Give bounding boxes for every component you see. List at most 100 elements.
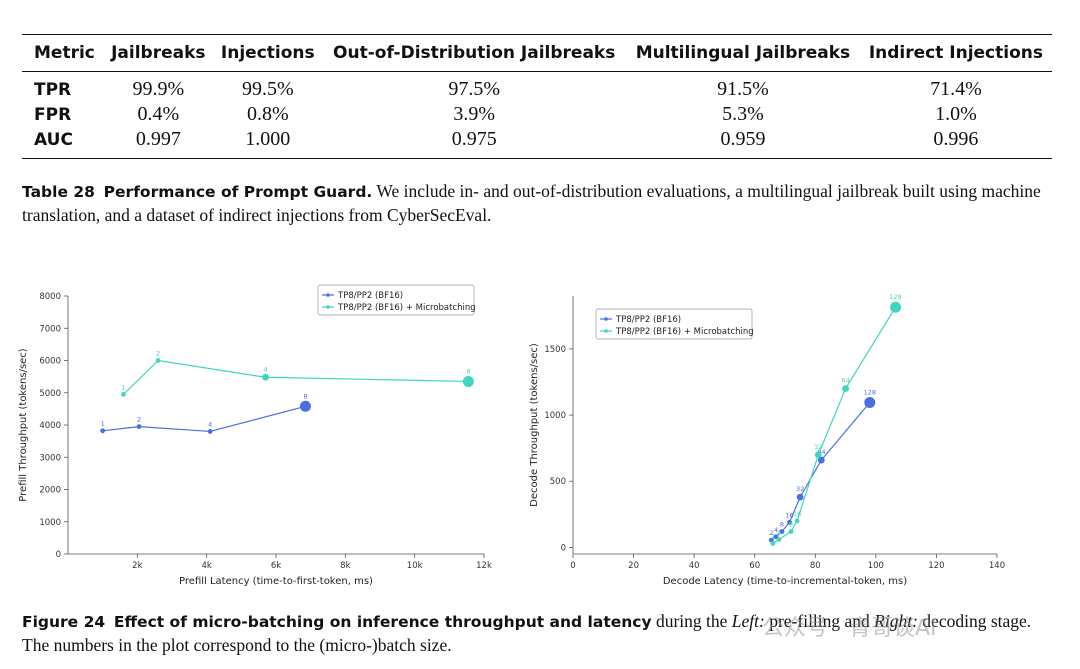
data-label: 2 xyxy=(137,416,141,424)
data-point xyxy=(842,385,849,393)
y-tick-label: 500 xyxy=(550,477,566,487)
legend-entry: TP8/PP2 (BF16) + Microbatching xyxy=(337,303,476,313)
data-point xyxy=(787,519,792,525)
data-point xyxy=(299,400,311,412)
data-label: 2 xyxy=(769,529,773,537)
figure-caption-text2: pre-filling and xyxy=(769,611,870,631)
data-point xyxy=(155,358,161,363)
data-label: 16 xyxy=(793,510,801,518)
data-point xyxy=(890,301,902,313)
legend-marker xyxy=(326,305,330,309)
data-label: 32 xyxy=(796,485,804,493)
y-tick-label: 2000 xyxy=(39,486,61,496)
table-cell: 0.8% xyxy=(246,103,289,125)
table-cell: 1.000 xyxy=(245,128,291,150)
data-point xyxy=(121,391,126,397)
data-point xyxy=(788,529,794,534)
x-tick-label: 4k xyxy=(201,561,211,571)
y-tick-label: 4000 xyxy=(39,421,61,431)
x-tick-label: 60 xyxy=(749,561,760,571)
data-point xyxy=(136,424,142,430)
prefill-chart: 2k 4k 6k 8k 10k 12k 0 1000 2000 3000 4000 5000 6000 7… xyxy=(18,284,492,587)
data-label: 8 xyxy=(466,367,470,375)
table-cell: 0.975 xyxy=(451,128,497,150)
figure-caption-label: Figure 24 xyxy=(22,613,106,631)
y-tick-label: 0 xyxy=(561,543,566,553)
data-point xyxy=(817,456,825,464)
table-header-row: Metric Jailbreaks Injections Out-of-Dist… xyxy=(22,34,1052,72)
table-cell: 0.959 xyxy=(720,128,766,150)
header-multilingual-jailbreaks: Multilingual Jailbreaks xyxy=(635,43,851,63)
data-label: 4 xyxy=(264,365,268,373)
series-line xyxy=(772,306,897,544)
figure-caption-left: Left: xyxy=(731,611,765,631)
data-label: 2 xyxy=(156,350,160,358)
data-label: 64 xyxy=(841,377,849,385)
data-label: 32 xyxy=(814,443,822,451)
series-line xyxy=(123,359,469,395)
y-tick-label: 1500 xyxy=(544,345,566,355)
table-row: TPR 99.9% 99.5% 97.5% 91.5% 71.4% xyxy=(22,72,1052,103)
table-cell: 0.4% xyxy=(137,103,180,125)
y-tick-label: 5000 xyxy=(39,389,61,399)
y-axis-label: Prefill Throughput (tokens/sec) xyxy=(18,348,29,502)
y-tick-label: 6000 xyxy=(39,357,61,367)
x-tick-label: 10k xyxy=(407,561,423,571)
legend-box xyxy=(595,308,753,340)
data-point xyxy=(100,428,106,434)
table-cell: 99.5% xyxy=(241,78,294,100)
data-point xyxy=(796,493,804,501)
x-tick-label: 140 xyxy=(989,561,1005,571)
x-tick-label: 40 xyxy=(689,561,700,571)
row-label: FPR xyxy=(34,104,72,125)
table-caption-title: Performance of Prompt Guard. xyxy=(103,183,373,201)
table-cell: 91.5% xyxy=(717,78,769,100)
table-caption-text: We include in- and out-of-distribution e… xyxy=(22,181,1041,225)
data-point xyxy=(779,529,785,534)
data-point xyxy=(814,451,822,459)
legend-entry: TP8/PP2 (BF16) xyxy=(615,315,681,325)
data-point xyxy=(462,375,474,387)
data-point xyxy=(207,429,213,434)
table-cell: 0.996 xyxy=(933,128,979,150)
figure-caption-right: Right: xyxy=(874,611,918,631)
table-cell: 1.0% xyxy=(935,103,977,125)
data-point xyxy=(776,537,782,542)
x-tick-label: 100 xyxy=(868,561,884,571)
decode-chart: 0 20 40 60 80 100 120 140 0 500 1000 1500 Decode Lat… xyxy=(529,293,1005,587)
table-cell: 3.9% xyxy=(453,103,496,125)
data-label: 128 xyxy=(889,293,901,301)
x-tick-label: 120 xyxy=(928,561,944,571)
table-caption: Table 28 Performance of Prompt Guard. We… xyxy=(22,180,1062,227)
x-axis-label: Decode Latency (time-to-incremental-toke… xyxy=(663,576,907,587)
x-tick-label: 8k xyxy=(340,561,350,571)
y-tick-label: 0 xyxy=(56,550,61,560)
table-cell: 0.997 xyxy=(135,128,181,150)
data-label: 64 xyxy=(817,448,825,456)
y-tick-label: 1000 xyxy=(39,518,61,528)
x-tick-label: 12k xyxy=(476,561,492,571)
series-line xyxy=(771,402,871,541)
x-tick-label: 2k xyxy=(132,561,142,571)
y-tick-label: 7000 xyxy=(39,324,61,334)
x-tick-label: 20 xyxy=(628,561,639,571)
header-metric: Metric xyxy=(34,43,95,63)
data-label: 4 xyxy=(777,529,781,537)
y-tick-label: 8000 xyxy=(39,292,61,302)
figure-caption: Figure 24 Effect of micro-batching on in… xyxy=(22,610,1062,657)
data-label: 1 xyxy=(121,383,125,391)
results-table: Metric Jailbreaks Injections Out-of-Dist… xyxy=(22,34,1052,159)
table-cell: 71.4% xyxy=(930,78,982,100)
y-tick-label: 1000 xyxy=(544,411,566,421)
table-row: AUC 0.997 1.000 0.975 0.959 0.996 xyxy=(22,127,1052,159)
figure-caption-text3: decoding stage. The numbers in the plot … xyxy=(22,611,1032,655)
watermark: 公众号 · 青哥谈AI xyxy=(762,616,937,641)
data-label: 8 xyxy=(780,521,784,529)
x-tick-label: 6k xyxy=(271,561,281,571)
row-label: TPR xyxy=(34,79,72,100)
data-label: 8 xyxy=(303,392,307,400)
data-point xyxy=(864,397,876,409)
table-cell: 99.9% xyxy=(132,78,185,100)
header-ood-jailbreaks: Out-of-Distribution Jailbreaks xyxy=(333,43,616,63)
table-caption-label: Table 28 xyxy=(22,183,95,201)
